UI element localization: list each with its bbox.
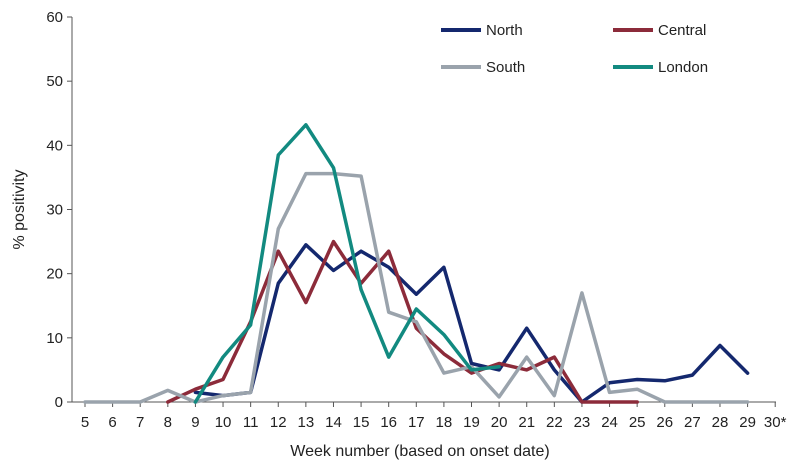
x-tick-label: 13	[298, 414, 315, 431]
x-tick-label: 18	[436, 414, 453, 431]
x-tick-label: 25	[629, 414, 646, 431]
x-tick-label: 24	[601, 414, 618, 431]
series-line-south	[83, 171, 750, 404]
x-tick-label: 16	[380, 414, 397, 431]
legend-label-central: Central	[658, 22, 706, 39]
x-axis-title: Week number (based on onset date)	[290, 443, 549, 460]
series-line-central	[166, 239, 639, 404]
x-tick-label: 23	[574, 414, 591, 431]
x-axis-ticks: 5 6 7 8 9 10 11 12 13 14 15 16 17 18 19 20 21 22 23 24 25 26 2…	[81, 402, 787, 431]
x-tick-label: 12	[270, 414, 287, 431]
x-tick-label: 21	[518, 414, 535, 431]
x-tick-label: 22	[546, 414, 563, 431]
x-tick-label: 11	[243, 414, 259, 431]
legend-label-north: North	[486, 22, 523, 39]
y-tick-label: 50	[46, 73, 63, 90]
x-tick-label: 26	[656, 414, 673, 431]
y-tick-label: 20	[46, 266, 63, 283]
y-tick-label: 0	[55, 394, 63, 411]
y-tick-label: 60	[46, 9, 63, 26]
legend: North Central South London	[441, 22, 708, 76]
x-tick-label: 29	[739, 414, 756, 431]
y-tick-label: 10	[46, 330, 63, 347]
y-tick-label: 40	[46, 137, 63, 154]
legend-label-south: South	[486, 59, 525, 76]
legend-label-london: London	[658, 59, 708, 76]
series-lines	[83, 123, 750, 404]
x-tick-label: 19	[463, 414, 480, 431]
y-axis-title: % positivity	[11, 169, 28, 249]
x-tick-label: 27	[684, 414, 701, 431]
x-tick-label: 20	[491, 414, 508, 431]
x-tick-label: 8	[164, 414, 172, 431]
series-line-london	[193, 123, 501, 404]
y-tick-label: 30	[46, 202, 63, 219]
x-tick-label: 5	[81, 414, 89, 431]
x-tick-label: 28	[712, 414, 729, 431]
x-tick-label: 30*	[764, 414, 787, 431]
x-tick-label: 6	[108, 414, 116, 431]
x-tick-label: 10	[215, 414, 232, 431]
x-tick-label: 15	[353, 414, 370, 431]
x-tick-label: 14	[325, 414, 342, 431]
x-tick-label: 7	[136, 414, 144, 431]
series-line-north	[193, 243, 750, 404]
y-axis-ticks: 0 10 20 30 40 50 60	[46, 9, 72, 411]
x-tick-label: 9	[191, 414, 199, 431]
x-tick-label: 17	[408, 414, 425, 431]
